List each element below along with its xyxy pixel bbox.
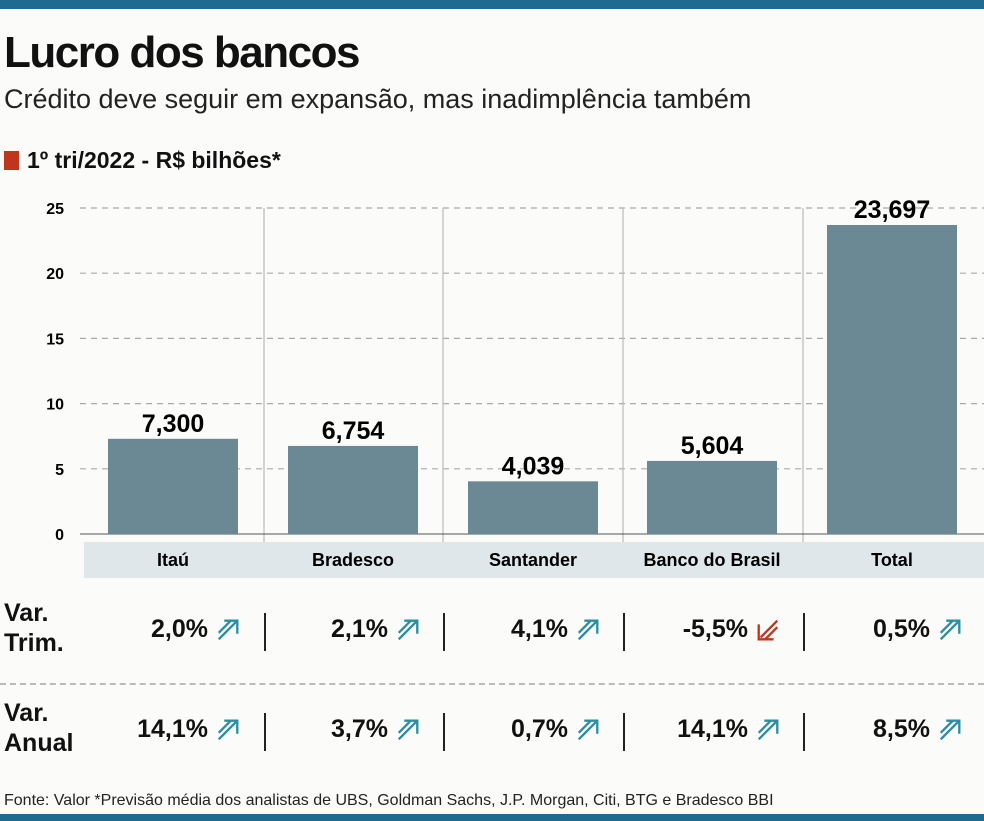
arrow-up-right-icon: [577, 719, 599, 740]
legend-swatch: [4, 151, 19, 170]
bar: [647, 460, 777, 534]
arrow-up-right-icon: [577, 619, 599, 640]
arrow-up-right-icon: [757, 719, 779, 740]
bar-value-label: 5,604: [681, 432, 744, 460]
category-label: Total: [871, 550, 913, 570]
variation-value: 2,0%: [151, 615, 208, 643]
variation-cell: 4,1%: [452, 615, 602, 644]
row-divider: [0, 683, 984, 685]
category-label: Banco do Brasil: [643, 550, 780, 570]
arrow-up-right-icon: [217, 719, 239, 740]
variation-value: 3,7%: [331, 715, 388, 743]
bar-value-label: 4,039: [502, 452, 565, 480]
variation-value: 14,1%: [677, 715, 748, 743]
bar: [288, 445, 418, 534]
bar-value-label: 6,754: [322, 417, 385, 445]
arrow-up-right-icon: [939, 619, 961, 640]
variation-value: 2,1%: [331, 615, 388, 643]
source-note: Fonte: Valor *Previsão média dos analist…: [4, 792, 774, 809]
variation-value: 0,5%: [873, 615, 930, 643]
bar: [108, 438, 238, 534]
row-label: Var. Trim.: [4, 598, 64, 658]
variation-cell: 14,1%: [632, 715, 782, 744]
bar-chart: 0 5 10 15 20 25 7,300 Itaú 6,754 Bradesco 4,039 San…: [46, 196, 984, 578]
variation-cell: 14,1%: [92, 715, 242, 744]
cell-separator: [443, 613, 445, 651]
top-accent-bar: [0, 0, 984, 9]
variation-value: 8,5%: [873, 715, 930, 743]
y-tick-label: 10: [46, 397, 64, 414]
bar-value-label: 23,697: [854, 196, 930, 224]
cell-separator: [803, 613, 805, 651]
y-tick-label: 5: [55, 462, 64, 479]
arrow-up-right-icon: [397, 719, 419, 740]
category-band: [84, 542, 984, 578]
y-tick-label: 15: [46, 331, 64, 348]
arrow-down-left-icon: [757, 619, 779, 640]
arrow-up-right-icon: [217, 619, 239, 640]
row-label-line: Trim.: [4, 629, 64, 657]
subtitle: Crédito deve seguir em expansão, mas ina…: [4, 84, 752, 114]
cell-separator: [443, 713, 445, 751]
legend-label: 1º tri/2022 - R$ bilhões*: [27, 147, 281, 173]
cell-separator: [623, 713, 625, 751]
y-tick-label: 0: [55, 527, 64, 544]
row-label-line: Var.: [4, 599, 49, 627]
cell-separator: [803, 713, 805, 751]
variation-cell: 2,0%: [92, 615, 242, 644]
category-label: Bradesco: [312, 550, 394, 570]
y-tick-label: 20: [46, 266, 64, 283]
bar-value-label: 7,300: [142, 410, 205, 438]
legend: 1º tri/2022 - R$ bilhões*: [4, 147, 281, 174]
variation-value: 4,1%: [511, 615, 568, 643]
variation-value: -5,5%: [682, 615, 748, 643]
row-label-line: Anual: [4, 729, 74, 757]
category-label: Santander: [489, 550, 577, 570]
y-tick-label: 25: [46, 201, 64, 218]
variation-value: 14,1%: [137, 715, 208, 743]
arrow-up-right-icon: [397, 619, 419, 640]
variation-cell: 0,7%: [452, 715, 602, 744]
row-label-line: Var.: [4, 699, 49, 727]
bottom-accent-bar: [0, 814, 984, 821]
arrow-up-right-icon: [939, 719, 961, 740]
bar: [827, 224, 957, 534]
variation-cell: 2,1%: [272, 615, 422, 644]
variation-cell: 3,7%: [272, 715, 422, 744]
variation-cell: 8,5%: [814, 715, 964, 744]
bar: [468, 481, 598, 534]
category-label: Itaú: [157, 550, 189, 570]
cell-separator: [264, 613, 266, 651]
cell-separator: [264, 713, 266, 751]
variation-cell: -5,5%: [632, 615, 782, 644]
cell-separator: [623, 613, 625, 651]
variation-cell: 0,5%: [814, 615, 964, 644]
variation-value: 0,7%: [511, 715, 568, 743]
row-label: Var. Anual: [4, 698, 73, 758]
page-title: Lucro dos bancos: [4, 28, 360, 77]
